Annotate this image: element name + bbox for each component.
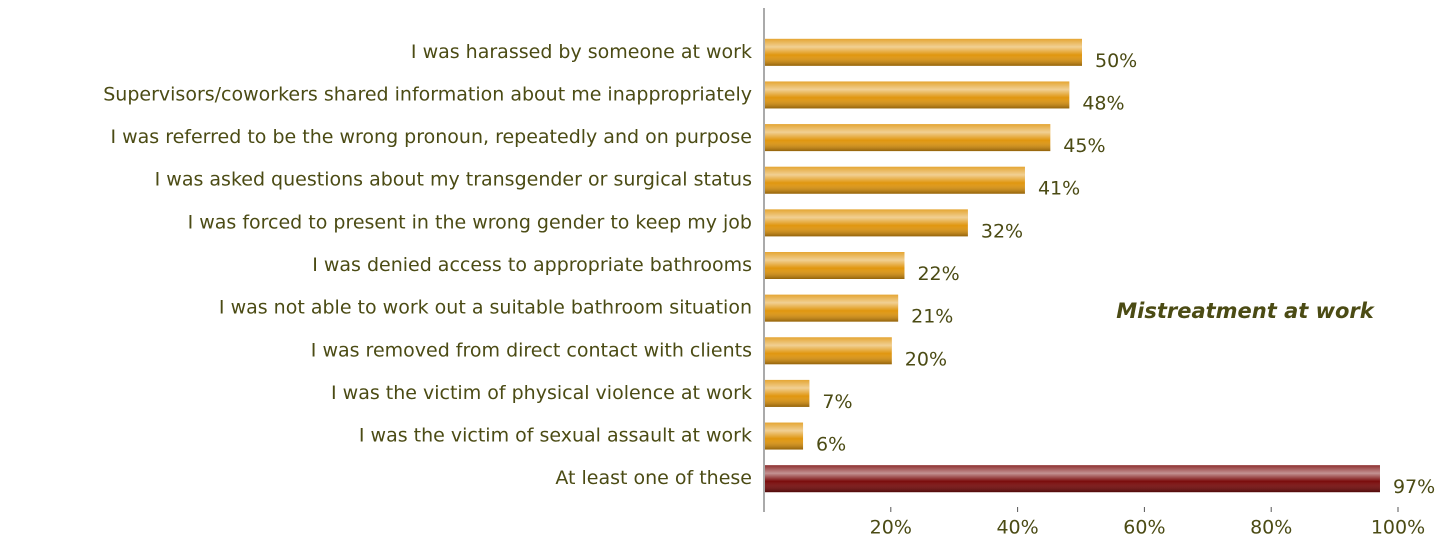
category-label: I was harassed by someone at work: [411, 41, 752, 63]
value-label: 6%: [816, 434, 846, 456]
annotation: Mistreatment at work: [1116, 299, 1376, 323]
category-label: Supervisors/coworkers shared information…: [103, 83, 752, 105]
x-tick-label: 60%: [1123, 517, 1165, 539]
category-label: I was the victim of sexual assault at wo…: [359, 425, 752, 447]
value-label: 32%: [981, 220, 1023, 242]
bar-shine: [765, 209, 968, 237]
x-tick-label: 80%: [1250, 517, 1292, 539]
value-label: 21%: [911, 306, 953, 328]
bar-shine: [765, 124, 1051, 152]
value-label: 41%: [1038, 178, 1080, 200]
value-label: 97%: [1393, 476, 1435, 498]
bar-shine: [765, 337, 892, 365]
value-label: 7%: [822, 391, 852, 413]
value-label: 50%: [1095, 50, 1137, 72]
value-label: 22%: [917, 263, 959, 285]
x-tick-label: 40%: [996, 517, 1038, 539]
value-label: 48%: [1082, 92, 1124, 114]
x-tick-label: 100%: [1371, 517, 1425, 539]
category-label: I was denied access to appropriate bathr…: [312, 254, 752, 276]
category-label: I was asked questions about my transgend…: [155, 169, 752, 191]
bar-shine: [765, 379, 810, 407]
bar-shine: [765, 81, 1070, 109]
category-label: I was the victim of physical violence at…: [331, 382, 752, 404]
bar-shine: [765, 166, 1025, 194]
bar-shine: [765, 38, 1082, 66]
bar-shine: [765, 252, 905, 279]
value-label: 20%: [905, 348, 947, 370]
bar-shine: [765, 294, 899, 322]
bar-shine: [765, 422, 804, 450]
bar-shine: [765, 465, 1380, 493]
category-label: At least one of these: [555, 467, 752, 489]
value-label: 45%: [1063, 135, 1105, 157]
category-label: I was referred to be the wrong pronoun, …: [110, 126, 752, 148]
x-tick-label: 20%: [870, 517, 912, 539]
category-label: I was removed from direct contact with c…: [311, 339, 752, 361]
category-label: I was forced to present in the wrong gen…: [188, 211, 752, 233]
category-label: I was not able to work out a suitable ba…: [219, 297, 752, 319]
